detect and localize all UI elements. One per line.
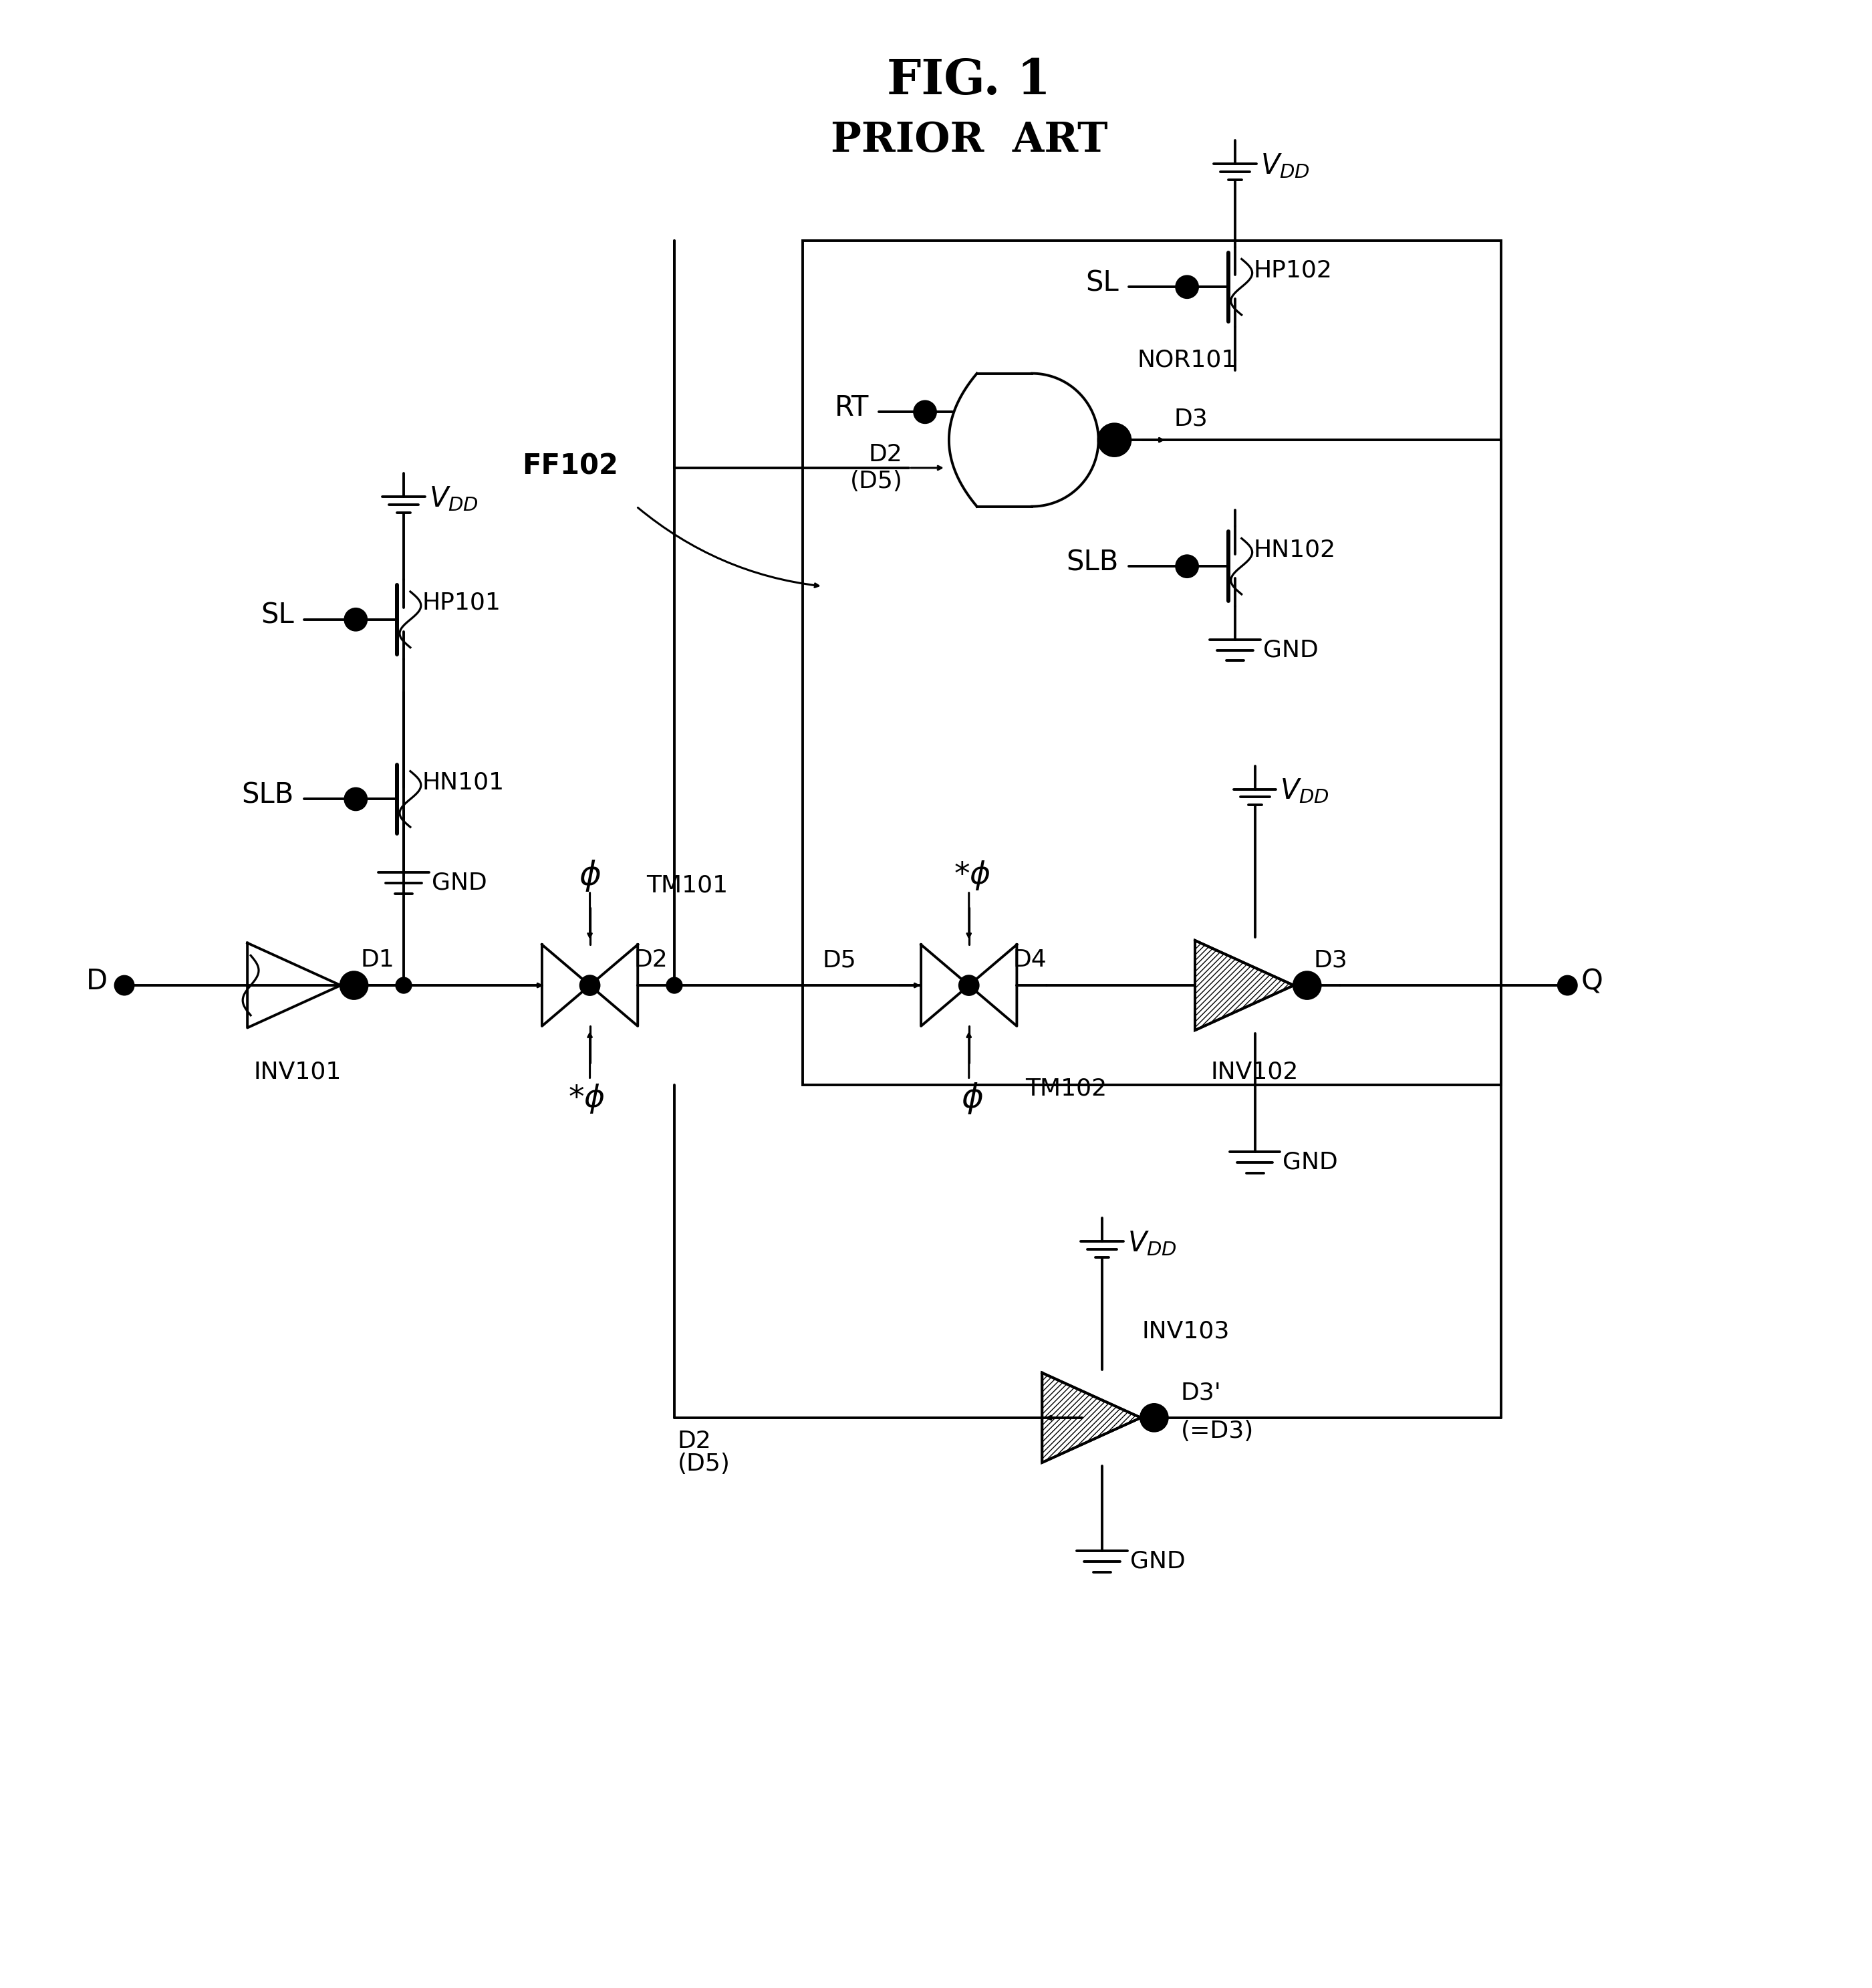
- Text: $\phi$: $\phi$: [578, 859, 601, 893]
- Text: SL: SL: [260, 602, 294, 630]
- Text: D2: D2: [635, 948, 668, 972]
- Circle shape: [914, 402, 936, 423]
- Text: $V_{DD}$: $V_{DD}$: [1260, 151, 1310, 181]
- Circle shape: [580, 976, 599, 994]
- Text: $\phi$: $\phi$: [960, 1081, 983, 1115]
- Text: D3: D3: [1174, 408, 1207, 429]
- Text: INV102: INV102: [1211, 1060, 1299, 1083]
- Text: FIG. 1: FIG. 1: [887, 58, 1050, 105]
- Circle shape: [1176, 276, 1198, 298]
- Text: D3: D3: [1314, 948, 1348, 972]
- Text: $V_{DD}$: $V_{DD}$: [1280, 777, 1329, 805]
- Bar: [803, 241, 1501, 1085]
- Text: Q: Q: [1580, 968, 1602, 996]
- Circle shape: [344, 789, 367, 809]
- Text: D3': D3': [1181, 1382, 1221, 1404]
- Circle shape: [114, 976, 133, 994]
- Circle shape: [1176, 557, 1198, 577]
- Text: HP102: HP102: [1254, 258, 1333, 282]
- Text: RT: RT: [835, 394, 869, 421]
- Text: D: D: [86, 968, 109, 996]
- Text: D2: D2: [869, 443, 902, 465]
- Text: GND: GND: [1282, 1151, 1338, 1173]
- Text: GND: GND: [1264, 638, 1318, 662]
- Text: D5: D5: [822, 948, 857, 972]
- Text: GND: GND: [432, 871, 487, 895]
- Text: D4: D4: [1013, 948, 1046, 972]
- Circle shape: [1558, 976, 1576, 994]
- Text: $*\phi$: $*\phi$: [567, 1081, 605, 1115]
- Text: D2: D2: [678, 1429, 711, 1453]
- Text: FF102: FF102: [522, 453, 618, 481]
- Text: $V_{DD}$: $V_{DD}$: [429, 485, 479, 513]
- Text: PRIOR  ART: PRIOR ART: [831, 121, 1108, 161]
- Text: (D5): (D5): [850, 469, 902, 493]
- Text: HP101: HP101: [423, 592, 502, 614]
- Text: (D5): (D5): [678, 1453, 730, 1475]
- Text: GND: GND: [1131, 1551, 1185, 1573]
- Circle shape: [1294, 972, 1320, 998]
- Text: SLB: SLB: [1067, 549, 1119, 577]
- Text: INV103: INV103: [1142, 1320, 1230, 1342]
- Circle shape: [395, 978, 412, 994]
- Text: TM101: TM101: [646, 875, 728, 897]
- Text: (=D3): (=D3): [1181, 1419, 1254, 1443]
- Text: HN101: HN101: [423, 771, 505, 793]
- Circle shape: [1099, 423, 1131, 455]
- Circle shape: [344, 608, 367, 630]
- Text: $V_{DD}$: $V_{DD}$: [1127, 1229, 1177, 1258]
- Text: TM102: TM102: [1026, 1077, 1106, 1099]
- Circle shape: [960, 976, 979, 994]
- Circle shape: [666, 978, 681, 994]
- Circle shape: [1140, 1404, 1168, 1431]
- Text: D1: D1: [359, 948, 395, 972]
- Text: SL: SL: [1086, 268, 1119, 296]
- Text: SLB: SLB: [241, 781, 294, 809]
- Text: $*\phi$: $*\phi$: [953, 859, 990, 893]
- Text: HN102: HN102: [1254, 539, 1337, 561]
- Circle shape: [341, 972, 367, 998]
- Text: INV101: INV101: [253, 1060, 341, 1083]
- Text: NOR101: NOR101: [1136, 348, 1237, 372]
